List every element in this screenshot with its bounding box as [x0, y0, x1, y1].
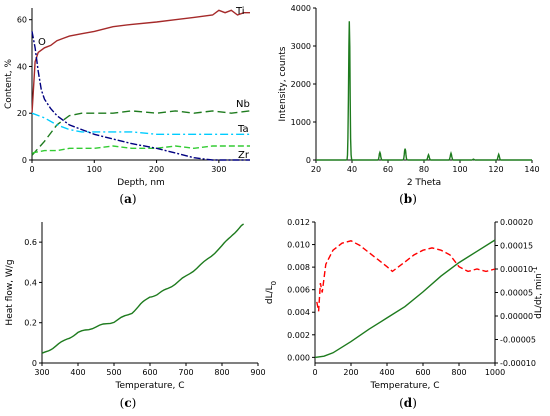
- series-line-ti: [31, 9, 250, 114]
- x-tick-label: 1000: [485, 368, 505, 377]
- y-right-tick-label: 0.00015: [500, 242, 533, 251]
- y-right-tick-label: -0.00010: [500, 359, 536, 368]
- chart-a: 0 100 200 300 Depth, nm 0 20 40 60 Content, % Ti Nb…: [4, 6, 251, 188]
- diffraction-pattern-line: [316, 21, 532, 161]
- x-axis-label: Temperature, C: [369, 381, 439, 391]
- panel-caption: (a): [119, 192, 136, 206]
- series-line-o: [31, 31, 250, 161]
- x-tick-label: 120: [488, 165, 503, 174]
- y-tick-label: 3000: [291, 42, 311, 51]
- x-axis-label: Temperature, C: [114, 381, 184, 391]
- y-right-tick-label: 0.00005: [500, 289, 533, 298]
- y-axis-label: Content, %: [4, 59, 14, 110]
- y-tick-label: 0.6: [24, 238, 37, 247]
- y-tick-label: 2000: [291, 80, 311, 89]
- x-tick-label: 60: [383, 165, 393, 174]
- series-label-zr: Zr: [238, 150, 250, 161]
- y-tick-label: 0.2: [24, 319, 37, 328]
- x-tick-label: 200: [149, 165, 164, 174]
- y-right-tick-label: 0.00010: [500, 265, 533, 274]
- heat-flow-line: [41, 223, 244, 354]
- dl-l0-line: [314, 239, 496, 359]
- y-tick-label: 20: [17, 109, 27, 118]
- x-tick-label: 800: [214, 368, 229, 377]
- x-tick-label: 40: [347, 165, 357, 174]
- y-right-axis-label: dL/dt, min-1: [531, 266, 544, 319]
- panel-caption: (c): [120, 396, 137, 410]
- series-label-ta: Ta: [237, 124, 249, 135]
- x-tick-label: 700: [178, 368, 193, 377]
- panel-caption: (b): [399, 192, 417, 206]
- x-tick-label: 300: [211, 165, 226, 174]
- chart-d: 0 200 400 600 800 1000 Temperature, C 0.000 0.00…: [265, 218, 544, 391]
- dl-dt-line: [316, 240, 496, 312]
- y-tick-label: 0.000: [287, 353, 310, 362]
- y-tick-label: 0.010: [287, 241, 310, 250]
- panel-caption: (d): [399, 396, 417, 410]
- y-tick-label: 0.4: [24, 278, 37, 287]
- x-tick-label: 20: [311, 165, 321, 174]
- x-tick-label: 500: [106, 368, 121, 377]
- series-line-nb: [31, 110, 251, 156]
- y-tick-label: 0.004: [287, 308, 310, 317]
- x-tick-label: 0: [312, 368, 317, 377]
- x-tick-label: 80: [419, 165, 429, 174]
- x-axis-label: Depth, nm: [117, 178, 165, 188]
- y-tick-label: 0.008: [287, 263, 310, 272]
- y-tick-label: 4000: [291, 4, 311, 13]
- x-tick-label: 400: [379, 368, 394, 377]
- x-tick-label: 900: [250, 368, 265, 377]
- x-tick-label: 600: [415, 368, 430, 377]
- x-tick-label: 300: [34, 368, 49, 377]
- x-tick-label: 140: [524, 165, 539, 174]
- series-line-zr: [31, 145, 250, 154]
- x-axis-label: 2 Theta: [407, 178, 441, 188]
- y-axis-label: Heat flow, W/g: [5, 259, 15, 325]
- y-axis-label: dL/L0: [265, 281, 278, 304]
- chart-b: 20 40 60 80 100 120 140 2 Theta 0 1000 2000 3000 400…: [278, 4, 540, 188]
- y-right-tick-label: -0.00005: [500, 336, 536, 345]
- y-tick-label: 0: [32, 359, 37, 368]
- series-label-nb: Nb: [236, 99, 250, 110]
- y-tick-label: 40: [17, 62, 27, 71]
- series-label-o: O: [38, 37, 46, 48]
- y-right-tick-label: 0.00000: [500, 312, 533, 321]
- y-right-tick-label: 0.00020: [500, 218, 533, 227]
- x-tick-label: 100: [452, 165, 467, 174]
- y-tick-label: 0: [22, 156, 27, 165]
- x-tick-label: 800: [451, 368, 466, 377]
- y-tick-label: 1000: [291, 118, 311, 127]
- chart-c: 300 400 500 600 700 800 900 Temperature, C 0 0.2 0…: [5, 222, 266, 391]
- x-tick-label: 200: [343, 368, 358, 377]
- series-line-ta: [31, 112, 250, 135]
- y-tick-label: 0.006: [287, 286, 310, 295]
- x-tick-label: 400: [70, 368, 85, 377]
- x-tick-label: 100: [87, 165, 102, 174]
- y-tick-label: 0: [306, 156, 311, 165]
- y-tick-label: 0.002: [287, 331, 310, 340]
- y-tick-label: 60: [17, 16, 27, 25]
- series-label-ti: Ti: [235, 6, 245, 17]
- y-tick-label: 0.012: [287, 218, 310, 227]
- x-tick-label: 600: [142, 368, 157, 377]
- y-axis-label: Intensity, counts: [278, 46, 288, 121]
- x-tick-label: 0: [29, 165, 34, 174]
